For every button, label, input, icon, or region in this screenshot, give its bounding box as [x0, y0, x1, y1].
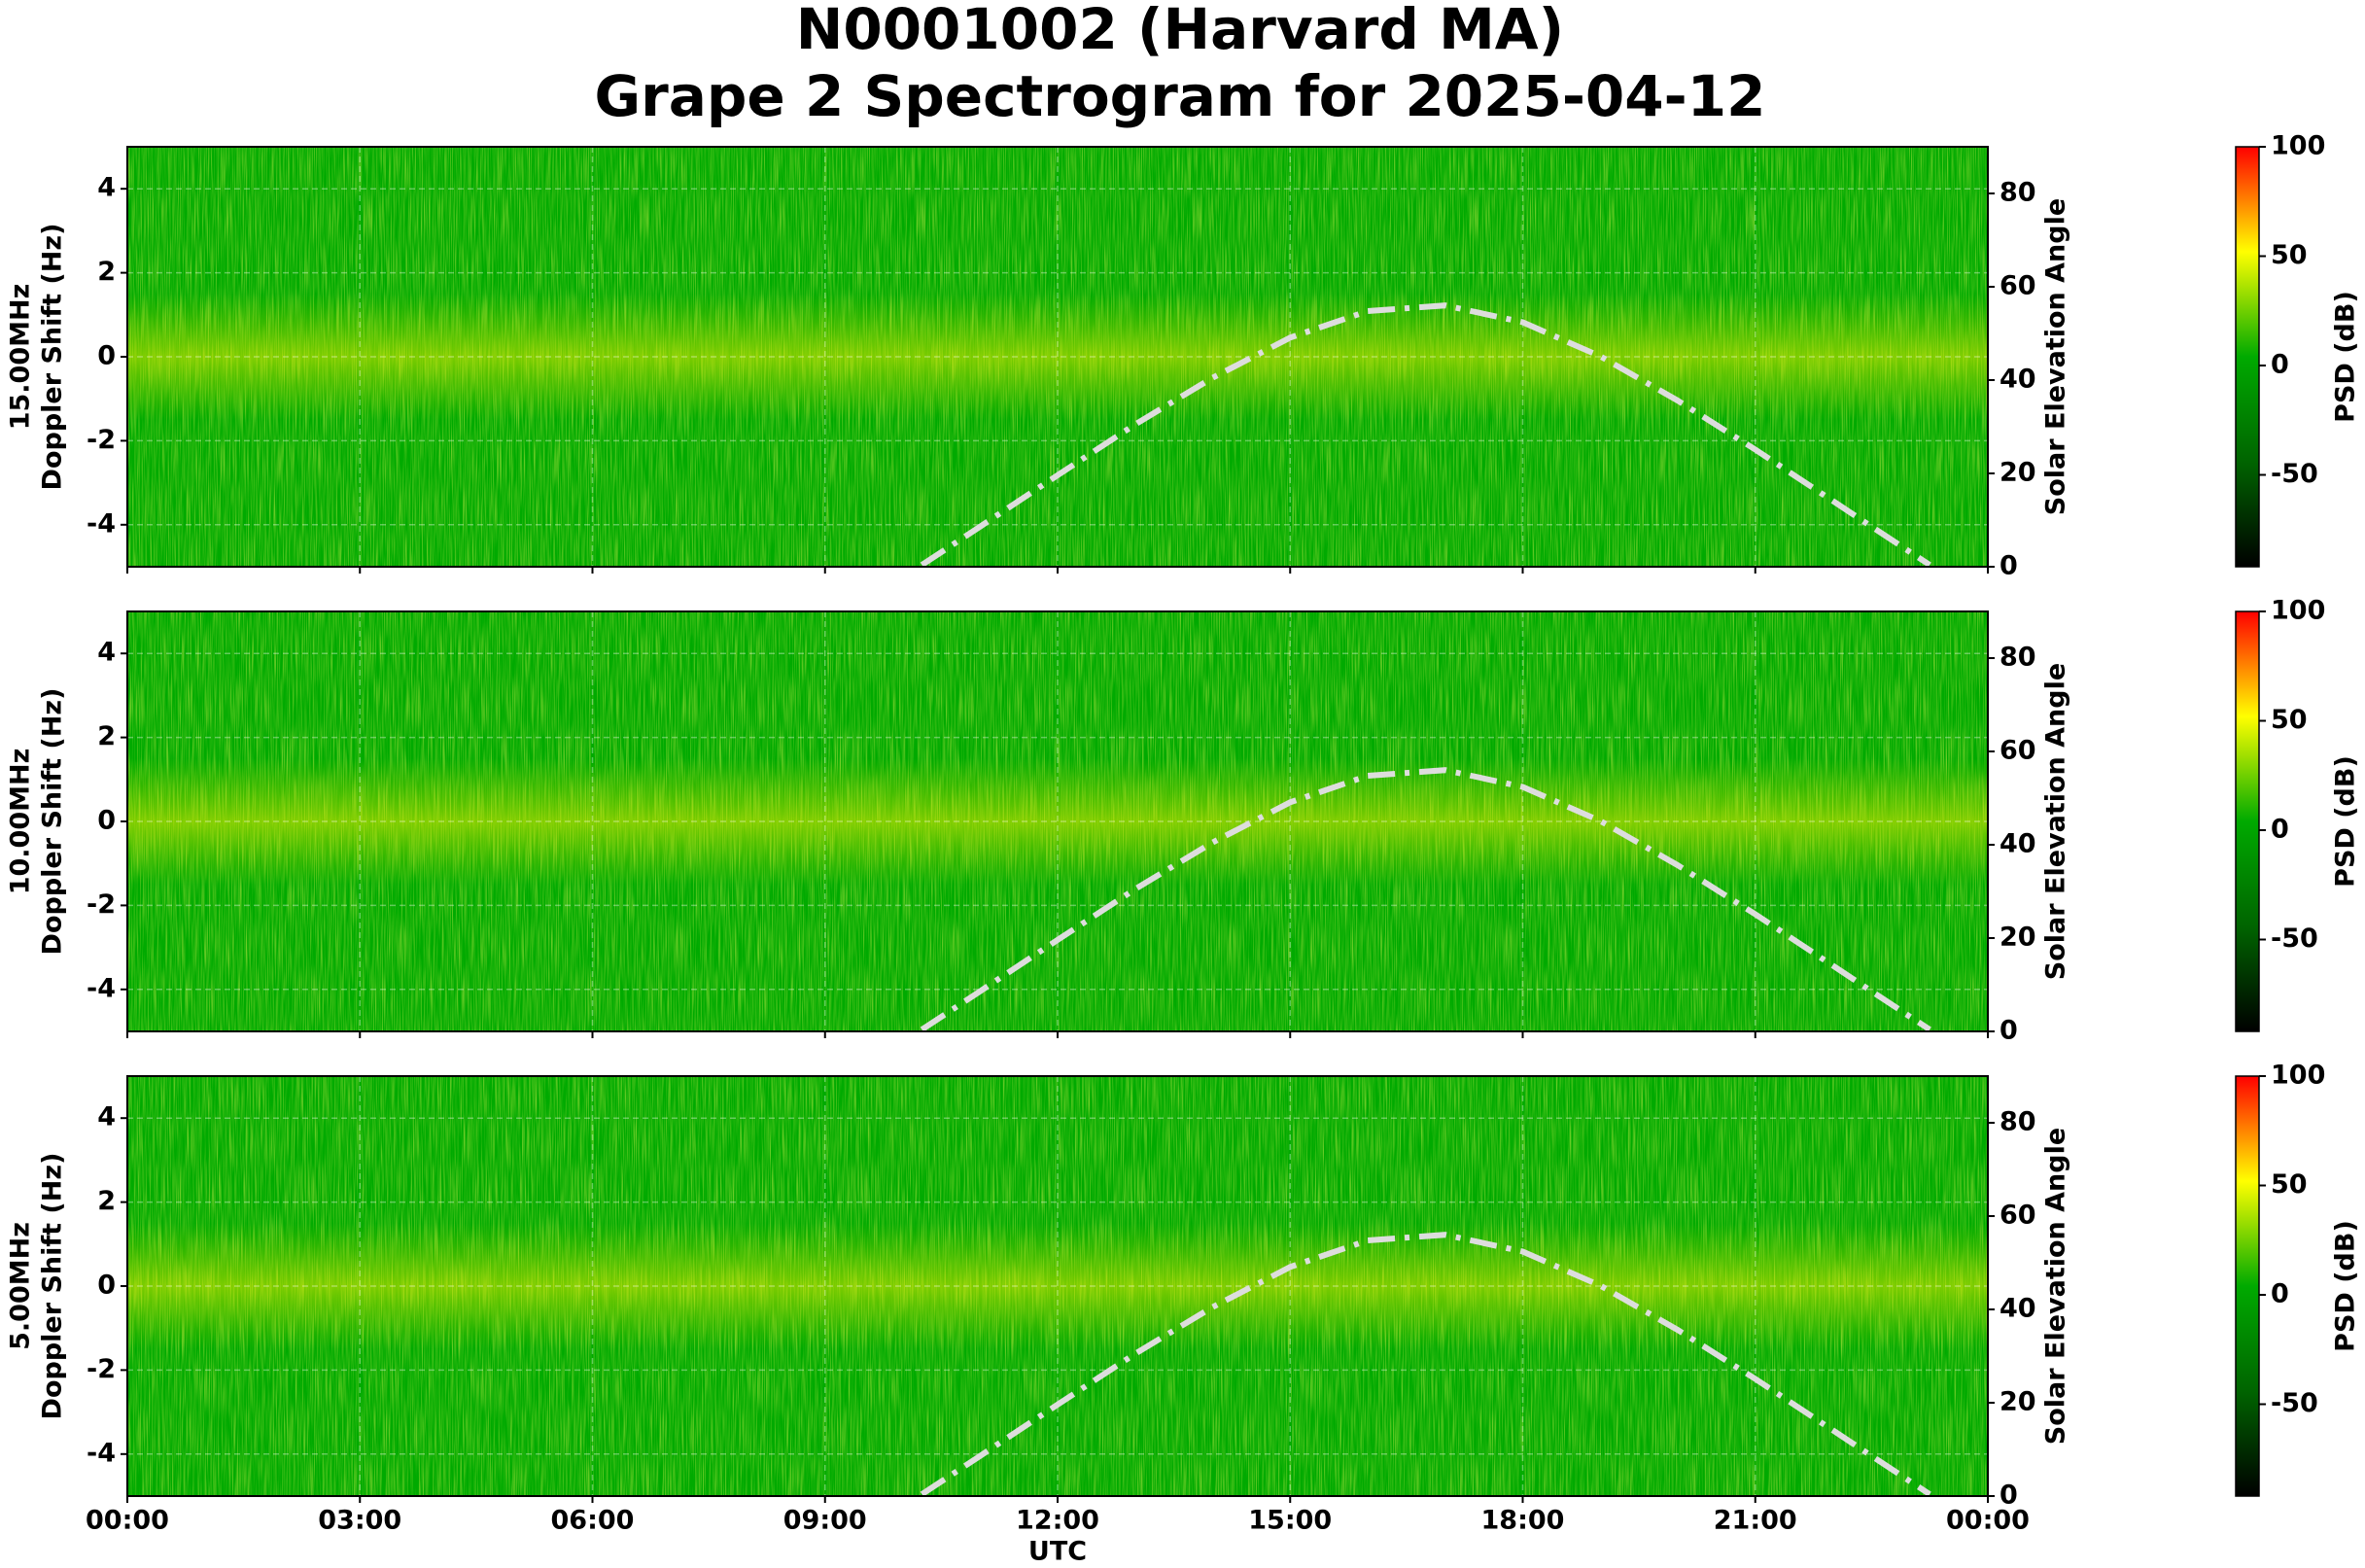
- y2-axis-label: Solar Elevation Angle: [2041, 198, 2071, 515]
- y2-tick-label: 80: [2000, 1107, 2036, 1137]
- y2-tick-label: 60: [2000, 1201, 2036, 1231]
- solar-elevation-line: [920, 302, 1931, 568]
- y2-tick-label: 0: [2000, 551, 2018, 581]
- x-tick-label: 12:00: [1016, 1506, 1099, 1536]
- colorbar-tick-label: 0: [2271, 1279, 2289, 1309]
- y2-tick-label: 60: [2000, 736, 2036, 766]
- y-axis-label: Doppler Shift (Hz): [38, 1153, 68, 1420]
- x-tick-label: 06:00: [551, 1506, 635, 1536]
- colorbar: [2235, 1075, 2260, 1497]
- colorbar-label: PSD (dB): [2331, 755, 2361, 888]
- y-axis-label: Doppler Shift (Hz): [38, 224, 68, 491]
- x-tick-label: 09:00: [783, 1506, 867, 1536]
- frequency-label: 15.00MHz: [6, 284, 36, 431]
- y-tick-label: 2: [97, 721, 116, 751]
- y-tick-label: -4: [87, 1438, 116, 1468]
- y-tick-label: 0: [97, 341, 116, 371]
- x-tick-label: 21:00: [1714, 1506, 1797, 1536]
- y-tick-label: -4: [87, 973, 116, 1003]
- x-tick-label: 00:00: [1946, 1506, 2030, 1536]
- colorbar-tick-label: 50: [2271, 240, 2308, 270]
- colorbar-tick-label: 50: [2271, 705, 2308, 735]
- colorbar-label: PSD (dB): [2331, 1220, 2361, 1352]
- y-tick-label: 4: [97, 1102, 116, 1132]
- colorbar-tick-label: 50: [2271, 1169, 2308, 1200]
- colorbar: [2235, 610, 2260, 1032]
- colorbar-tick-label: 0: [2271, 815, 2289, 845]
- solar-elevation-line: [920, 767, 1931, 1032]
- y2-tick-label: 40: [2000, 829, 2036, 859]
- y2-tick-label: 0: [2000, 1016, 2018, 1046]
- y-axis-label: Doppler Shift (Hz): [38, 688, 68, 956]
- y-tick-label: -2: [87, 1354, 116, 1384]
- y2-tick-label: 60: [2000, 271, 2036, 301]
- colorbar-tick-label: 100: [2271, 131, 2325, 161]
- y2-tick-label: 20: [2000, 923, 2036, 953]
- x-tick-label: 15:00: [1248, 1506, 1332, 1536]
- title-line: N0001002 (Harvard MA): [796, 0, 1564, 62]
- y-tick-label: -4: [87, 508, 116, 539]
- y2-tick-label: 20: [2000, 1387, 2036, 1417]
- y-tick-label: -2: [87, 425, 116, 455]
- y-tick-label: 4: [97, 638, 116, 668]
- colorbar-tick-label: -50: [2271, 923, 2318, 954]
- y2-tick-label: 40: [2000, 1294, 2036, 1324]
- x-tick-label: 03:00: [318, 1506, 401, 1536]
- colorbar: [2235, 146, 2260, 568]
- frequency-label: 5.00MHz: [6, 1222, 36, 1350]
- y2-tick-label: 80: [2000, 643, 2036, 673]
- y-tick-label: 4: [97, 173, 116, 203]
- y-tick-label: 2: [97, 1186, 116, 1216]
- x-axis-label: UTC: [1028, 1537, 1087, 1567]
- y-tick-label: 2: [97, 257, 116, 287]
- colorbar-label: PSD (dB): [2331, 291, 2361, 423]
- frequency-label: 10.00MHz: [6, 749, 36, 895]
- colorbar-tick-label: 100: [2271, 1061, 2325, 1091]
- x-tick-label: 18:00: [1481, 1506, 1565, 1536]
- title-line: Grape 2 Spectrogram for 2025-04-12: [595, 63, 1766, 129]
- y2-tick-label: 0: [2000, 1481, 2018, 1511]
- y-tick-label: 0: [97, 1271, 116, 1301]
- y2-tick-label: 80: [2000, 178, 2036, 208]
- y2-tick-label: 40: [2000, 365, 2036, 395]
- colorbar-tick-label: -50: [2271, 1388, 2318, 1418]
- y2-tick-label: 20: [2000, 458, 2036, 488]
- y2-axis-label: Solar Elevation Angle: [2041, 663, 2071, 980]
- x-tick-label: 00:00: [86, 1506, 169, 1536]
- y-tick-label: 0: [97, 806, 116, 836]
- colorbar-tick-label: 0: [2271, 350, 2289, 380]
- colorbar-tick-label: -50: [2271, 459, 2318, 489]
- solar-elevation-line: [920, 1232, 1931, 1497]
- y2-axis-label: Solar Elevation Angle: [2041, 1128, 2071, 1445]
- y-tick-label: -2: [87, 889, 116, 920]
- colorbar-tick-label: 100: [2271, 596, 2325, 626]
